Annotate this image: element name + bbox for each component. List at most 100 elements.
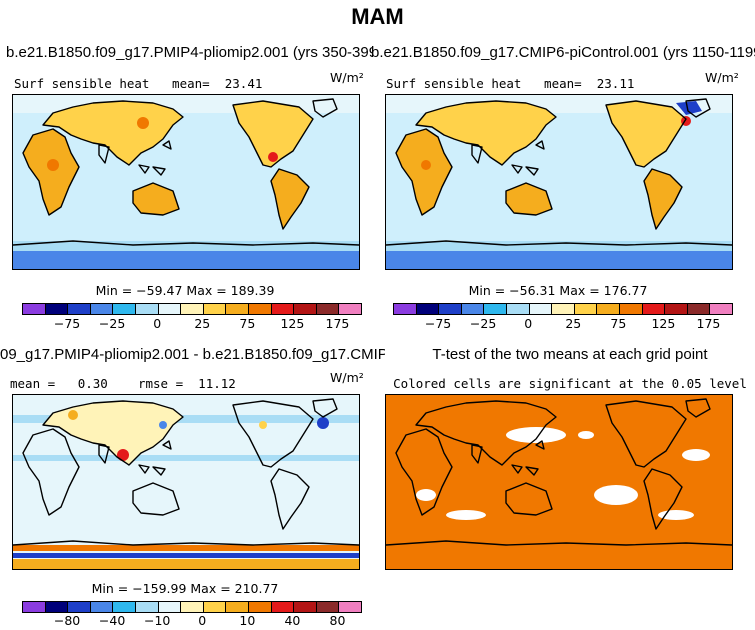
page-title: MAM [351,4,404,29]
colorbar-swatch [574,304,598,314]
bottom-left-stats-label: mean = 0.30 rmse = 11.12 [10,376,236,391]
t-test-subtitle: Colored cells are significant at the 0.0… [393,376,747,391]
colorbar-swatch [135,304,159,314]
colorbar-swatch [316,602,340,612]
top-left-variable-label: Surf sensible heat mean= 23.41 [14,76,262,91]
colorbar-tick-label: 175 [325,316,350,331]
colorbar-tick-label: 125 [651,316,676,331]
colorbar-swatch [484,304,507,314]
colorbar-swatch [203,304,227,314]
colorbar-swatch [181,304,204,314]
colorbar-tick-label: 80 [329,613,346,628]
colorbar-swatch [642,304,666,314]
colorbar-tick-label: −80 [53,613,81,628]
bottom-left-min-max: Min = −159.99 Max = 210.77 [91,581,279,596]
colorbar-swatch [68,304,91,314]
colorbar-swatch [45,602,69,612]
colorbar-swatch [619,304,643,314]
colorbar-tick-label: −75 [53,316,81,331]
colorbar-swatch [339,304,361,314]
colorbar-top-right-ticks: −75 −25 0 25 75 125 175 [393,316,731,332]
colorbar-swatch [23,304,46,314]
colorbar-swatch [135,602,159,612]
colorbar-swatch [90,304,114,314]
colorbar-swatch [597,304,620,314]
map-panel-picontrol [385,94,733,270]
colorbar-swatch [394,304,417,314]
colorbar-swatch [461,304,485,314]
colorbar-difference-ticks: −80 −40 −10 0 10 40 80 [22,613,360,629]
map-panel-difference [12,394,360,570]
colorbar-swatch [339,602,361,612]
mean-label: mean = [10,376,56,391]
colorbar-swatch [248,602,272,612]
colorbar-swatch [158,602,182,612]
top-left-min-max: Min = −59.47 Max = 189.39 [95,283,275,298]
colorbar-tick-label: −25 [98,316,126,331]
colorbar-swatch [113,304,136,314]
colorbar-top-right [393,303,733,315]
map-panel-t-test [385,394,733,570]
top-right-min-max: Min = −56.31 Max = 176.77 [468,283,648,298]
colorbar-swatch [687,304,711,314]
colorbar-swatch [203,602,227,612]
t-test-title: T-test of the two means at each grid poi… [432,346,708,363]
top-left-units: W/m² [330,70,364,85]
colorbar-difference [22,601,362,613]
mean-label: mean= [172,76,210,91]
colorbar-tick-label: −25 [469,316,497,331]
colorbar-swatch [271,304,295,314]
colorbar-swatch [181,602,204,612]
colorbar-tick-label: 0 [153,316,162,331]
colorbar-swatch [271,602,295,612]
colorbar-swatch [552,304,575,314]
colorbar-tick-label: −10 [143,613,171,628]
mean-value: 0.30 [77,376,108,391]
colorbar-tick-label: 175 [696,316,721,331]
colorbar-tick-label: 10 [239,613,256,628]
colorbar-tick-label: 25 [565,316,582,331]
bottom-left-units: W/m² [330,370,364,385]
colorbar-top-left-ticks: −75 −25 0 25 75 125 175 [22,316,360,332]
map-panel-pliomip2 [12,94,360,270]
colorbar-swatch [248,304,272,314]
colorbar-swatch [23,602,46,612]
colorbar-swatch [439,304,462,314]
top-right-run-title: b.e21.B1850.f09_g17.CMIP6-piControl.001 … [371,44,755,61]
colorbar-tick-label: −40 [98,613,126,628]
top-right-variable-label: Surf sensible heat mean= 23.11 [386,76,634,91]
rmse-label: rmse = [137,376,184,391]
variable-name: Surf sensible heat [14,76,150,91]
bottom-left-run-title: 09_g17.PMIP4-pliomip2.001 - b.e21.B1850.… [0,346,385,363]
colorbar-swatch [45,304,69,314]
colorbar-tick-label: 25 [194,316,211,331]
mean-value: 23.41 [224,76,263,91]
colorbar-swatch [665,304,688,314]
colorbar-swatch [529,304,553,314]
colorbar-swatch [316,304,340,314]
colorbar-swatch [90,602,114,612]
colorbar-tick-label: 0 [198,613,207,628]
rmse-value: 11.12 [198,376,236,391]
colorbar-tick-label: 40 [284,613,301,628]
colorbar-swatch [294,304,317,314]
mean-label: mean= [544,76,582,91]
colorbar-swatch [113,602,136,612]
colorbar-swatch [506,304,530,314]
colorbar-tick-label: 75 [610,316,627,331]
mean-value: 23.11 [596,76,635,91]
colorbar-swatch [226,304,249,314]
colorbar-tick-label: 0 [524,316,533,331]
colorbar-tick-label: 75 [239,316,256,331]
colorbar-swatch [710,304,732,314]
variable-name: Surf sensible heat [386,76,522,91]
top-left-run-title: b.e21.B1850.f09_g17.PMIP4-pliomip2.001 (… [6,44,372,61]
colorbar-swatch [294,602,317,612]
colorbar-swatch [68,602,91,612]
colorbar-tick-label: −75 [424,316,452,331]
colorbar-swatch [416,304,440,314]
colorbar-top-left [22,303,362,315]
colorbar-swatch [158,304,182,314]
colorbar-swatch [226,602,249,612]
colorbar-tick-label: 125 [280,316,305,331]
